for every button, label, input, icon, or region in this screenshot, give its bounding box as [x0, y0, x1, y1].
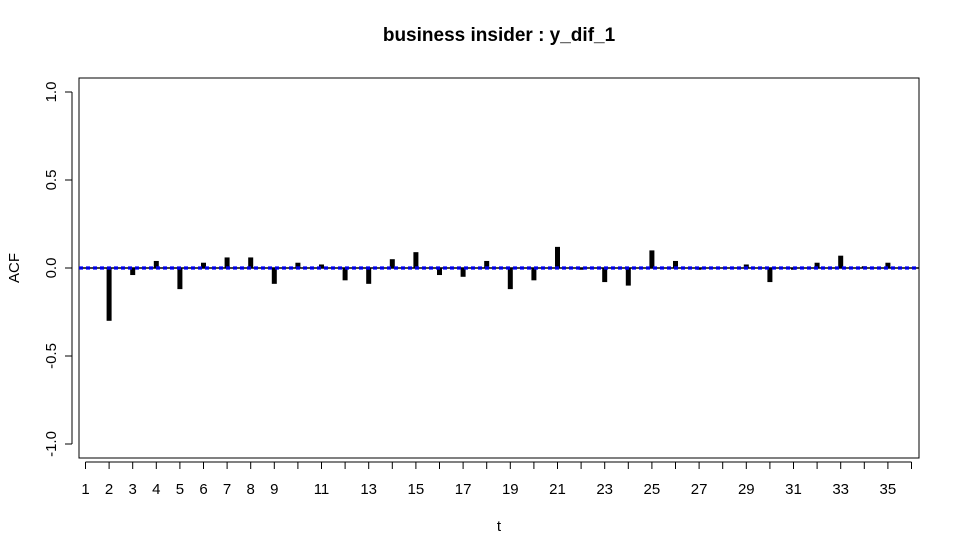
acf-bar: [531, 268, 537, 281]
acf-bar: [153, 260, 159, 268]
acf-bar: [885, 262, 891, 268]
y-tick-label: 1.0: [43, 82, 60, 103]
acf-bar: [696, 268, 702, 270]
acf-bar: [224, 257, 230, 268]
x-tick-label: 9: [270, 481, 278, 498]
x-axis: 1 2 3 4 5 6 7 8 9 11 13 15 17 19 21 23 25 27 29 31 33 35: [81, 461, 912, 498]
reference-lines: [79, 266, 919, 270]
acf-bar: [437, 268, 442, 276]
acf-bar: [366, 268, 372, 284]
x-tick-label: 21: [549, 481, 566, 498]
x-tick-label: 33: [832, 481, 849, 498]
acf-bar: [649, 250, 655, 268]
acf-bar: [625, 268, 631, 286]
x-tick-label: 27: [691, 481, 708, 498]
x-tick-label: 3: [129, 481, 137, 498]
x-tick-label: 5: [176, 481, 184, 498]
acf-bar: [295, 262, 301, 268]
acf-bar: [673, 260, 678, 268]
x-tick-label: 19: [502, 481, 519, 498]
acf-bar: [838, 255, 844, 268]
y-axis-label: ACF: [6, 253, 23, 283]
x-tick-label: 29: [738, 481, 755, 498]
acf-bar: [767, 268, 773, 283]
acf-bar: [555, 246, 560, 268]
x-tick-label: 15: [408, 481, 425, 498]
acf-bar: [484, 260, 490, 268]
chart-title: business insider : y_dif_1: [383, 25, 616, 46]
x-tick-label: 8: [247, 481, 255, 498]
x-tick-label: 2: [105, 481, 113, 498]
acf-bar: [248, 257, 254, 268]
y-tick-label: -0.5: [43, 343, 60, 369]
x-tick-label: 13: [360, 481, 377, 498]
y-tick-label: -1.0: [43, 431, 60, 457]
acf-bar: [578, 268, 584, 270]
acf-bar: [460, 268, 466, 277]
acf-bar: [743, 264, 749, 268]
x-axis-label: t: [497, 518, 502, 535]
y-tick-label: 0.0: [43, 258, 60, 279]
acf-bar: [389, 259, 395, 268]
x-tick-label: 4: [152, 481, 160, 498]
x-tick-label: 1: [81, 481, 89, 498]
acf-bar: [342, 268, 348, 281]
acf-bar: [507, 268, 513, 290]
x-tick-label: 23: [596, 481, 613, 498]
acf-bar: [130, 268, 136, 276]
acf-bar: [177, 268, 183, 290]
x-tick-label: 6: [199, 481, 207, 498]
x-tick-label: 17: [455, 481, 472, 498]
x-tick-label: 7: [223, 481, 231, 498]
y-axis: -1.0 -0.5 0.0 0.5 1.0: [43, 82, 73, 457]
acf-bar: [814, 262, 820, 268]
acf-bar: [413, 252, 419, 268]
x-tick-label: 25: [644, 481, 661, 498]
acf-bar: [602, 268, 608, 283]
acf-bar: [201, 262, 206, 268]
x-tick-label: 11: [314, 481, 330, 498]
acf-bar: [106, 268, 112, 321]
x-tick-label: 31: [785, 481, 802, 498]
x-tick-label: 35: [880, 481, 897, 498]
acf-bar: [319, 264, 324, 268]
acf-bar: [271, 268, 277, 284]
acf-bars: [106, 246, 891, 321]
y-tick-label: 0.5: [43, 170, 60, 191]
